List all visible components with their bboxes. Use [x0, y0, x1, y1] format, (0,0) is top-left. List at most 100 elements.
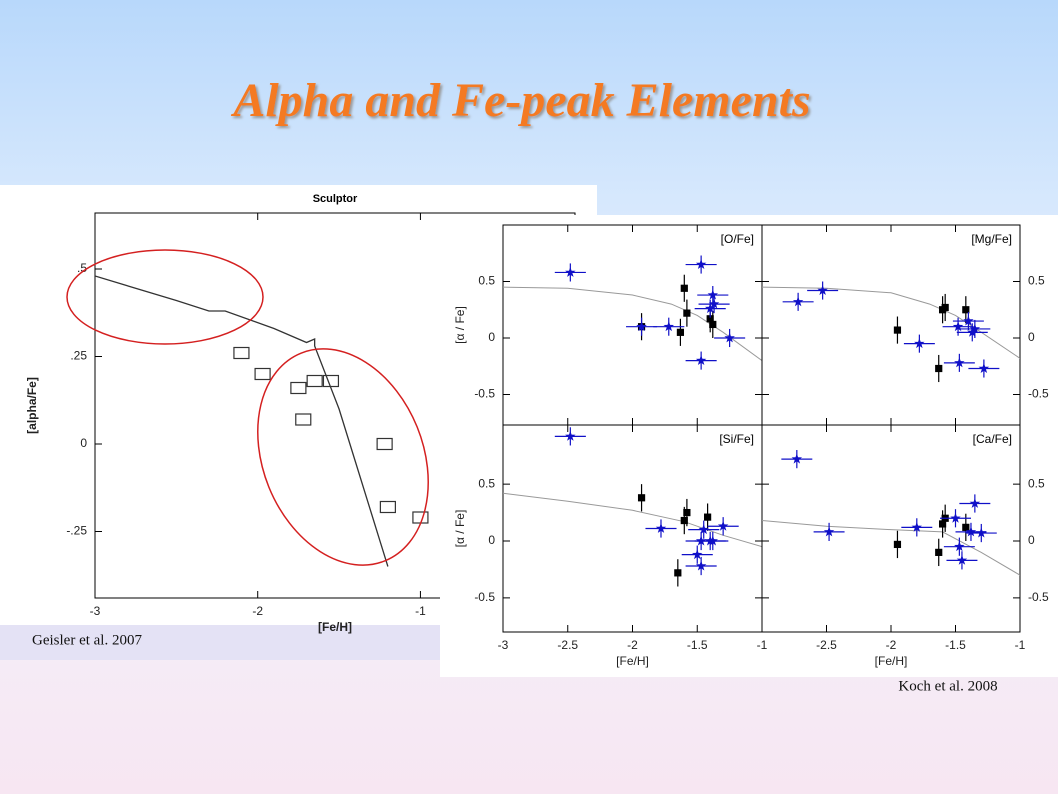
- data-point: [817, 285, 828, 295]
- x-tick-label: -1: [757, 638, 768, 652]
- y-tick-label: -0.5: [1028, 590, 1049, 604]
- y-axis-label: [α / Fe]: [453, 306, 467, 344]
- data-point: [704, 513, 712, 521]
- data-point: [717, 520, 729, 531]
- data-point: [636, 321, 647, 332]
- data-point: [379, 500, 396, 514]
- chart-title: [Ca/Fe]: [973, 432, 1012, 446]
- data-point: [705, 303, 716, 314]
- plot-area: [503, 427, 762, 587]
- data-point: [969, 498, 981, 508]
- data-point: [663, 321, 674, 332]
- chart-title: [Mg/Fe]: [971, 232, 1012, 246]
- data-point: [565, 430, 576, 441]
- data-point: [322, 374, 340, 388]
- data-point: [683, 309, 691, 317]
- data-point: [893, 540, 902, 549]
- x-tick-label: -2.5: [557, 638, 578, 652]
- plot-area: [762, 281, 1020, 383]
- y-tick-label: 0.5: [1028, 476, 1045, 490]
- y-axis-label: [α / Fe]: [453, 510, 467, 548]
- x-tick-label: -1: [415, 604, 426, 618]
- caption: Geisler et al. 2007: [32, 632, 142, 648]
- data-point: [914, 338, 925, 349]
- data-point: [707, 535, 718, 546]
- data-point: [954, 357, 965, 368]
- chart-title: [O/Fe]: [721, 232, 754, 246]
- data-point: [978, 363, 990, 373]
- model-line: [503, 492, 762, 548]
- data-point: [724, 332, 735, 343]
- chart-title: [Si/Fe]: [719, 432, 754, 446]
- data-point: [708, 298, 720, 309]
- data-point: [692, 549, 703, 560]
- data-point: [976, 527, 987, 538]
- data-point: [680, 284, 688, 292]
- data-point: [823, 526, 835, 537]
- data-point: [254, 367, 271, 381]
- x-tick-label: -2: [886, 638, 897, 652]
- y-tick-label: 0: [488, 330, 495, 344]
- data-point: [911, 521, 922, 532]
- data-point: [792, 296, 804, 307]
- data-point: [893, 326, 902, 334]
- data-point: [962, 523, 970, 531]
- data-point: [565, 267, 576, 277]
- figure-panel: [440, 215, 1058, 677]
- x-tick-label: -1: [1015, 638, 1026, 652]
- y-tick-label: .25: [70, 349, 87, 363]
- plot-area: [95, 275, 429, 567]
- plot-area: [503, 255, 762, 370]
- data-point: [695, 355, 707, 365]
- x-tick-label: -3: [498, 638, 509, 652]
- y-tick-label: -.25: [66, 524, 87, 538]
- data-point: [695, 259, 707, 269]
- x-tick-label: -1.5: [687, 638, 708, 652]
- data-point: [290, 381, 307, 395]
- data-point: [969, 323, 981, 334]
- y-tick-label: 0: [80, 436, 87, 450]
- data-point: [655, 523, 667, 533]
- y-tick-label: -0.5: [474, 590, 495, 604]
- chart-title: Sculptor: [313, 193, 358, 205]
- caption: Koch et al. 2008: [898, 678, 997, 694]
- data-point: [935, 548, 943, 556]
- model-line: [95, 275, 389, 567]
- y-tick-label: 0: [488, 533, 495, 547]
- y-tick-label: .5: [77, 261, 87, 275]
- highlight-ellipse: [66, 249, 264, 345]
- data-point: [233, 346, 250, 360]
- data-point: [306, 374, 323, 388]
- caption-strip: [0, 625, 440, 660]
- data-point: [709, 320, 717, 329]
- data-point: [295, 413, 312, 426]
- x-axis-label: [Fe/H]: [318, 620, 352, 634]
- sculptor-plot: Sculptor .5 .25 0 -.25 -3 -2 -1 [Fe/H] [alpha/Fe]: [25, 193, 576, 634]
- y-tick-label: 0.5: [478, 476, 495, 490]
- y-tick-label: 0.5: [478, 274, 495, 288]
- data-point: [950, 512, 961, 523]
- data-point: [935, 364, 943, 373]
- data-point: [676, 328, 685, 336]
- x-tick-label: -2: [627, 638, 638, 652]
- data-point: [695, 560, 707, 571]
- y-tick-label: 0: [1028, 330, 1035, 344]
- model-line: [503, 286, 762, 361]
- highlight-ellipse: [257, 348, 429, 566]
- abundance-plots: [O/Fe] 0.5 0 -0.5 [α / Fe] [Mg/Fe] 0.5 0 -0.5 [Si…: [453, 224, 1049, 668]
- y-tick-label: 0.5: [1028, 274, 1045, 288]
- data-point: [956, 554, 968, 565]
- data-point: [707, 289, 718, 300]
- x-tick-label: -1.5: [945, 638, 966, 652]
- data-point: [683, 508, 691, 517]
- x-tick-label: -3: [90, 604, 101, 618]
- data-point: [637, 494, 646, 502]
- data-point: [674, 569, 682, 577]
- data-point: [952, 321, 964, 332]
- slide-title: Alpha and Fe-peak Elements: [230, 74, 810, 127]
- x-tick-label: -2.5: [816, 638, 837, 652]
- data-point: [962, 306, 970, 314]
- data-point: [791, 453, 803, 464]
- plot-area: [762, 450, 1020, 576]
